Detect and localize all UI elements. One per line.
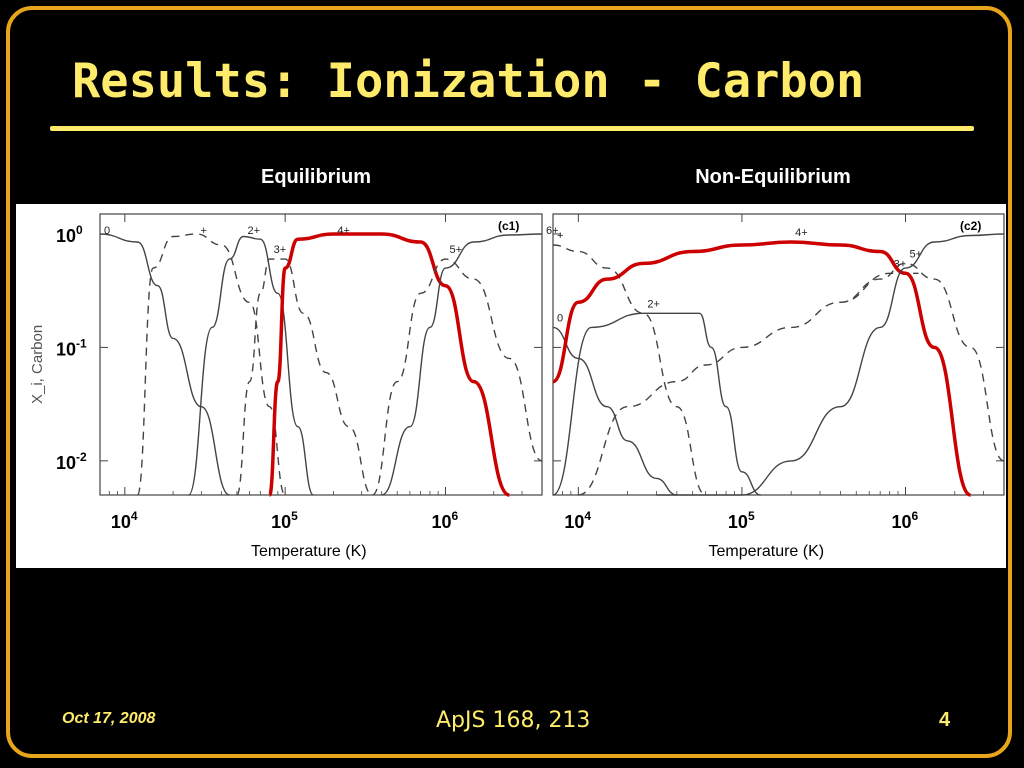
panel-tag: (c2): [960, 219, 981, 233]
x-tick-label: 105: [271, 509, 298, 532]
series-line-4plus: [267, 232, 511, 497]
panel-title-non-equilibrium: Non-Equilibrium: [695, 166, 851, 188]
series-line-6plus: [381, 233, 543, 496]
series-label: 2+: [248, 225, 261, 237]
slide-title: Results: Ionization - Carbon: [72, 54, 865, 109]
series-label: 0: [104, 225, 110, 237]
y-tick-label: 10-2: [56, 450, 87, 473]
series-line-5plus: [371, 258, 543, 496]
series-line-4plus: [552, 240, 972, 497]
x-tick-label: 106: [892, 509, 919, 532]
y-axis-label: X_i, Carbon: [29, 325, 46, 404]
title-underline: [50, 126, 974, 131]
series-label: 4+: [795, 227, 808, 239]
x-tick-label: 104: [111, 509, 138, 532]
series-label: +: [201, 225, 207, 237]
series-label: 5+: [910, 248, 923, 260]
panel-tag: (c1): [498, 219, 519, 233]
series-label: 2+: [647, 298, 660, 310]
footer-date: Oct 17, 2008: [62, 710, 156, 727]
plot-frame: [552, 213, 1005, 496]
x-axis-label: Temperature (K): [251, 543, 367, 560]
series-line-plus: [136, 233, 286, 496]
plot-area: 104 105 106 100 10-1 10-2 0 +2+ 3+ 4+ 5+ 6+ (c1) Temp…: [16, 204, 1006, 568]
plot-frame: [99, 213, 543, 496]
x-tick-label: 104: [564, 509, 591, 532]
y-tick-label: 10-1: [56, 336, 87, 359]
footer-reference: ApJS 168, 213: [436, 708, 591, 733]
y-tick-label: 100: [56, 223, 83, 246]
series-line-5plus: [840, 262, 1005, 462]
page-number: 4: [939, 709, 951, 731]
series-line-3plus: [578, 272, 919, 496]
series-line-0: [552, 326, 677, 496]
series-label: +: [557, 230, 563, 242]
series-label: 0: [557, 312, 563, 324]
series-line-6plus: [656, 233, 1005, 496]
series-line-plus: [552, 244, 706, 496]
x-tick-label: 105: [728, 509, 755, 532]
series-line-0: [99, 233, 230, 496]
series-line-3plus: [236, 258, 373, 496]
panel-title-equilibrium: Equilibrium: [261, 166, 371, 188]
series-label: 4+: [337, 225, 350, 237]
x-axis-label: Temperature (K): [709, 543, 825, 560]
series-line-2plus: [552, 312, 761, 496]
series-line-2plus: [187, 235, 315, 496]
series-label: 5+: [449, 244, 462, 256]
x-tick-label: 106: [431, 509, 458, 532]
series-label: 3+: [274, 244, 287, 256]
